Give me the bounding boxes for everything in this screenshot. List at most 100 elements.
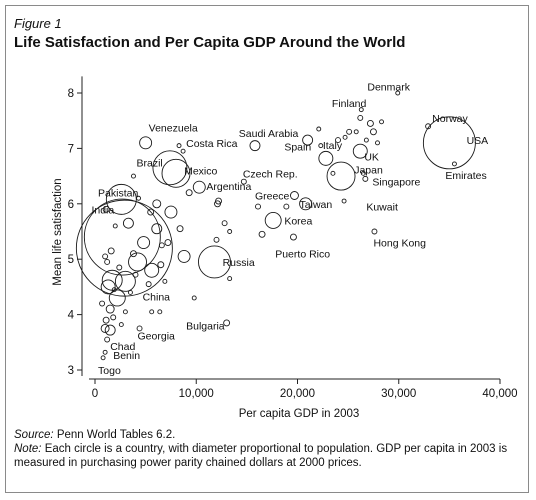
- y-tick-label: 5: [68, 254, 74, 266]
- country-label: Singapore: [372, 177, 420, 189]
- country-circle: [104, 324, 116, 336]
- country-label: Norway: [432, 113, 468, 125]
- country-circle: [395, 90, 401, 96]
- x-tick-label: 30,000: [381, 388, 416, 400]
- country-circle: [149, 309, 155, 315]
- country-circle: [249, 140, 261, 152]
- x-tick-label: 0: [92, 388, 98, 400]
- country-label: Japan: [354, 164, 383, 176]
- figure-frame: [5, 5, 529, 493]
- country-label: Benin: [113, 350, 140, 362]
- country-circle: [360, 170, 366, 176]
- country-circle: [227, 229, 233, 234]
- country-circle: [176, 225, 184, 233]
- country-labels: China India USA Russia Pakistan Brazil Mexico J…: [91, 81, 488, 377]
- country-circle: [104, 259, 111, 265]
- country-circle: [375, 140, 380, 146]
- country-circle: [102, 349, 108, 355]
- country-circle: [185, 189, 193, 197]
- country-circle: [137, 236, 151, 250]
- country-circle: [105, 304, 115, 314]
- y-tick-label: 3: [68, 365, 74, 377]
- country-circle: [316, 126, 322, 132]
- country-circle: [102, 205, 110, 213]
- country-label: Italy: [323, 140, 343, 152]
- country-label: Venezuela: [149, 122, 198, 134]
- country-label: UK: [364, 152, 379, 164]
- country-circle: [102, 316, 110, 324]
- country-label: Georgia: [138, 331, 176, 343]
- country-circle: [366, 120, 374, 127]
- y-tick-label: 6: [68, 199, 74, 211]
- x-tick-label: 10,000: [179, 388, 214, 400]
- country-label: Puerto Rico: [275, 249, 330, 261]
- country-circle: [136, 325, 143, 332]
- country-circle: [299, 197, 313, 211]
- country-circle: [100, 355, 106, 361]
- country-circle: [227, 276, 233, 282]
- country-label: Argentina: [206, 181, 251, 193]
- country-circle: [215, 197, 222, 205]
- country-label: Czech Rep.: [243, 168, 298, 180]
- country-label: Finland: [332, 98, 367, 110]
- country-circle: [152, 199, 162, 209]
- country-circle: [110, 314, 117, 321]
- country-circle: [114, 270, 136, 292]
- country-circle: [213, 236, 220, 243]
- country-circle: [158, 242, 165, 249]
- country-circle: [107, 247, 115, 255]
- country-circle: [104, 336, 111, 343]
- country-circle: [122, 217, 134, 229]
- country-circle: [152, 150, 188, 186]
- country-circle: [290, 233, 297, 241]
- figure-number: Figure 1: [14, 16, 62, 31]
- chart-title: Life Satisfaction and Per Capita GDP Aro…: [14, 34, 406, 51]
- y-tick-label: 4: [68, 310, 75, 322]
- country-label: Spain: [284, 142, 311, 154]
- source-label: Source:: [14, 429, 54, 441]
- country-circle: [290, 191, 299, 200]
- country-circle: [358, 107, 364, 113]
- country-circle: [330, 170, 336, 176]
- country-circle: [283, 203, 290, 210]
- country-label: Brazil: [137, 157, 163, 169]
- y-tick-label: 8: [68, 88, 74, 100]
- country-circle: [341, 198, 347, 204]
- country-circle: [151, 223, 163, 235]
- country-circle: [127, 289, 133, 295]
- country-circle: [157, 261, 165, 269]
- country-circle: [118, 322, 124, 328]
- country-circle: [353, 129, 359, 135]
- country-circle: [255, 203, 261, 210]
- country-circles: [75, 90, 476, 361]
- country-circle: [100, 279, 116, 295]
- country-circle: [346, 128, 353, 135]
- country-circle: [326, 161, 356, 191]
- country-circle: [191, 295, 197, 301]
- country-circle: [108, 289, 126, 307]
- figure-notes: Source: Penn World Tables 6.2. Note: Eac…: [14, 428, 519, 470]
- country-label: Costa Rica: [186, 138, 238, 150]
- country-circle: [240, 178, 247, 185]
- country-circle: [99, 300, 106, 307]
- country-circle: [162, 278, 168, 284]
- y-tick-label: 7: [68, 143, 74, 155]
- country-circle: [128, 252, 147, 272]
- country-label: Taiwan: [300, 199, 333, 211]
- country-circle: [105, 183, 137, 215]
- country-label: Korea: [284, 215, 312, 227]
- country-circle: [258, 230, 266, 238]
- country-circle: [157, 309, 163, 315]
- country-circle: [335, 137, 341, 144]
- country-circle: [161, 158, 191, 188]
- country-circle: [164, 205, 178, 219]
- country-label: USA: [467, 135, 489, 147]
- country-circle: [177, 249, 191, 263]
- country-circle: [342, 134, 348, 140]
- country-label: Russia: [223, 257, 255, 269]
- note-text: Each circle is a country, with diameter …: [14, 443, 508, 469]
- country-label: Denmark: [367, 81, 410, 93]
- country-circle: [352, 143, 368, 159]
- country-circle: [371, 228, 378, 235]
- country-circle: [198, 245, 231, 279]
